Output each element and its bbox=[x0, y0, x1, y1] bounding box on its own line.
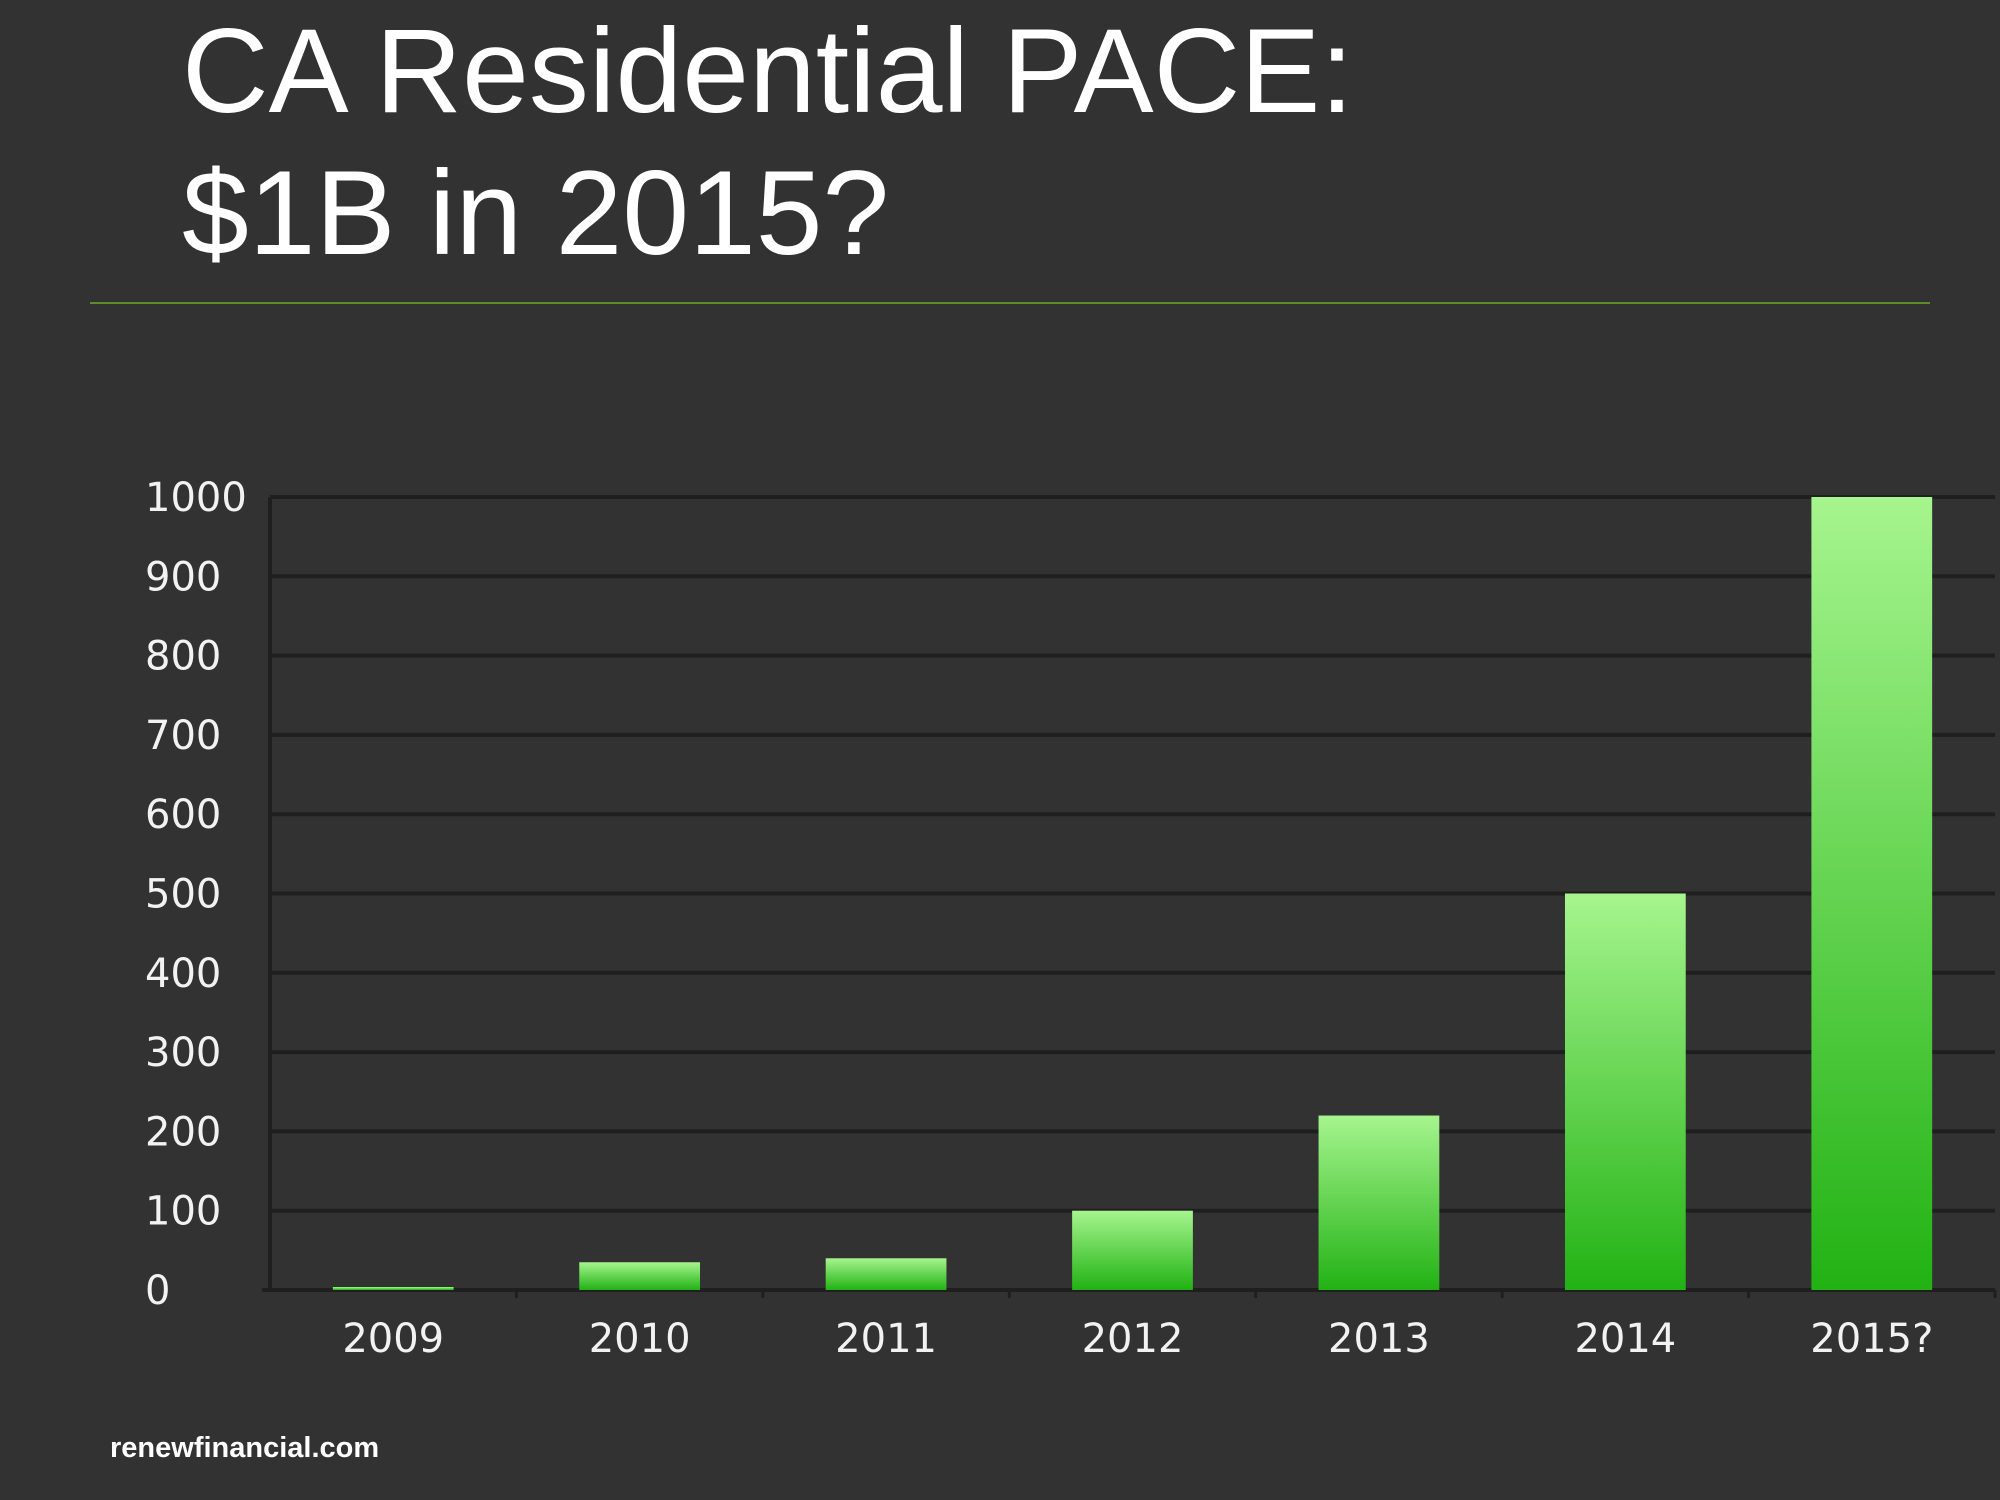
x-tick-label-2015: 2015? bbox=[1810, 1316, 1933, 1362]
y-tick-label-400: 400 bbox=[145, 951, 221, 997]
y-tick-label-1000: 1000 bbox=[145, 475, 247, 521]
x-tick-label-2009: 2009 bbox=[342, 1316, 444, 1362]
bar-2015 bbox=[1811, 497, 1933, 1290]
gridlines bbox=[270, 495, 1995, 1292]
bars bbox=[332, 497, 1933, 1290]
x-tick-label-2013: 2013 bbox=[1328, 1316, 1430, 1362]
title-divider bbox=[90, 302, 1930, 304]
y-tick-label-300: 300 bbox=[145, 1030, 221, 1076]
bar-2013 bbox=[1318, 1115, 1440, 1290]
x-tick-label-2012: 2012 bbox=[1082, 1316, 1184, 1362]
x-tick-label-2011: 2011 bbox=[835, 1316, 937, 1362]
slide-title-line-1: CA Residential PACE: bbox=[182, 4, 1354, 138]
slide-title: CA Residential PACE: $1B in 2015? bbox=[182, 0, 1354, 284]
y-tick-label-500: 500 bbox=[145, 872, 221, 918]
x-axis-tick-labels: 2009 2010 2011 2012 2013 2014 2015? bbox=[342, 1316, 1933, 1362]
bar-2009 bbox=[332, 1287, 454, 1290]
y-axis-tick-labels: 0 100 200 300 400 500 600 700 800 900 1000 bbox=[145, 475, 247, 1314]
y-tick-label-900: 900 bbox=[145, 554, 221, 600]
axes bbox=[262, 497, 1997, 1298]
y-tick-label-600: 600 bbox=[145, 792, 221, 838]
y-tick-label-700: 700 bbox=[145, 713, 221, 759]
y-tick-label-200: 200 bbox=[145, 1109, 221, 1155]
x-tick-label-2010: 2010 bbox=[589, 1316, 691, 1362]
bar-2012 bbox=[1072, 1210, 1193, 1290]
bar-2014 bbox=[1564, 893, 1686, 1290]
footer-website: renewfinancial.com bbox=[110, 1432, 380, 1464]
y-tick-label-0: 0 bbox=[145, 1268, 170, 1314]
y-tick-label-100: 100 bbox=[145, 1189, 221, 1235]
slide-title-line-2: $1B in 2015? bbox=[182, 146, 890, 280]
x-tick-label-2014: 2014 bbox=[1574, 1316, 1676, 1362]
bar-2011 bbox=[825, 1258, 947, 1290]
y-tick-label-800: 800 bbox=[145, 634, 221, 680]
bar-2010 bbox=[579, 1262, 701, 1290]
